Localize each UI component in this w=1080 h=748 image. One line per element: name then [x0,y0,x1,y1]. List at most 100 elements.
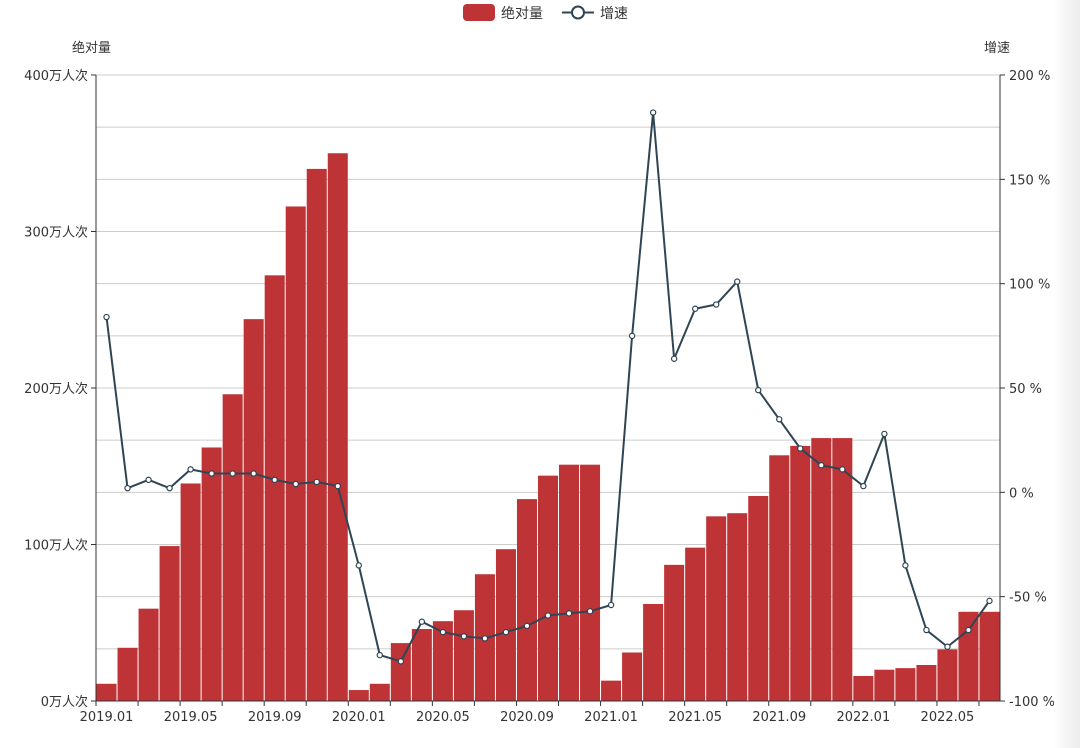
bar[interactable] [874,669,895,701]
y-right-tick-label: -50 % [1009,591,1047,606]
bar[interactable] [327,153,348,701]
growth-point[interactable] [712,301,720,308]
bar[interactable] [559,464,580,701]
x-axis-ticks: 2019.01 2019.05 2019.09 2020.01 2020.05 2020.… [80,701,980,725]
bar[interactable] [138,608,159,701]
growth-point[interactable] [944,643,951,650]
growth-point[interactable] [418,618,426,625]
growth-point[interactable] [565,610,573,617]
growth-point[interactable] [691,305,699,312]
bar[interactable] [348,690,369,701]
growth-point[interactable] [334,482,341,490]
bar[interactable] [622,652,643,701]
bar[interactable] [643,603,664,701]
x-tick-label: 2019.05 [164,710,218,725]
bar[interactable] [285,206,306,701]
growth-point[interactable] [607,601,615,609]
bar[interactable] [895,668,916,701]
bar[interactable] [264,275,285,701]
growth-point[interactable] [502,628,510,636]
x-tick-label: 2021.01 [584,710,638,725]
line-series [103,109,993,665]
growth-point[interactable] [670,355,678,362]
legend-line-marker[interactable] [571,5,585,20]
growth-point[interactable] [355,562,362,569]
growth-point[interactable] [481,635,489,642]
bar[interactable] [96,683,117,701]
legend[interactable]: 绝对量 增速 [463,4,628,22]
growth-point[interactable] [818,462,825,469]
growth-point[interactable] [187,466,194,473]
growth-point[interactable] [839,466,846,473]
bar[interactable] [201,447,222,701]
bar[interactable] [979,611,1000,701]
growth-point[interactable] [229,470,236,477]
bar[interactable] [937,649,958,701]
growth-point[interactable] [965,626,972,634]
growth-point[interactable] [292,480,299,488]
bar[interactable] [432,621,453,701]
growth-point[interactable] [166,484,173,492]
growth-point[interactable] [986,597,993,605]
growth-point[interactable] [923,626,930,634]
bar[interactable] [706,516,727,701]
legend-bar-swatch[interactable] [463,4,495,21]
growth-point[interactable] [776,416,783,423]
growth-point[interactable] [313,478,320,486]
growth-point[interactable] [755,386,762,394]
bar[interactable] [832,438,853,701]
bar[interactable] [159,546,180,701]
bar[interactable] [537,475,559,701]
growth-point[interactable] [460,633,468,640]
growth-point[interactable] [523,622,531,630]
bar[interactable] [117,647,138,701]
growth-point[interactable] [797,445,804,452]
y-axis-right-title: 增速 [984,41,1010,56]
bar[interactable] [685,547,706,701]
bar[interactable] [369,683,390,701]
bar[interactable] [748,495,769,701]
bar[interactable] [727,513,748,701]
bar[interactable] [769,455,790,701]
bar[interactable] [853,675,874,701]
bar[interactable] [580,464,601,701]
legend-line-label[interactable]: 增速 [600,6,628,22]
bar[interactable] [790,445,811,701]
bar[interactable] [180,483,201,701]
bar[interactable] [664,564,685,701]
growth-point[interactable] [103,313,110,321]
y-right-tick-label: 150 % [1009,173,1050,188]
growth-point[interactable] [649,109,657,116]
bar[interactable] [516,499,537,701]
growth-point[interactable] [376,651,384,659]
growth-point[interactable] [586,608,594,615]
bar[interactable] [306,168,327,701]
bar[interactable] [916,665,937,701]
growth-point[interactable] [250,470,257,477]
legend-bar-label[interactable]: 绝对量 [501,6,543,22]
y-left-tick-label: 300万人次 [24,225,88,241]
bar[interactable] [453,610,474,701]
growth-point[interactable] [902,562,909,569]
y-axis-left-title: 绝对量 [72,40,111,56]
bar[interactable] [411,629,432,701]
growth-point[interactable] [628,332,636,340]
growth-point[interactable] [881,430,888,438]
growth-point[interactable] [734,278,741,285]
bar[interactable] [390,643,411,701]
bar[interactable] [495,549,516,701]
bar[interactable] [601,680,622,701]
bar[interactable] [243,319,264,701]
bar[interactable] [811,438,832,701]
growth-point[interactable] [439,628,447,636]
growth-point[interactable] [397,658,405,665]
bar[interactable] [222,394,243,701]
growth-point[interactable] [124,484,131,492]
growth-point[interactable] [860,482,867,490]
growth-point[interactable] [208,470,215,477]
bar[interactable] [958,611,979,701]
growth-point[interactable] [544,612,552,619]
x-tick-label: 2020.05 [416,710,470,725]
growth-point[interactable] [145,476,152,484]
growth-point[interactable] [271,476,278,484]
